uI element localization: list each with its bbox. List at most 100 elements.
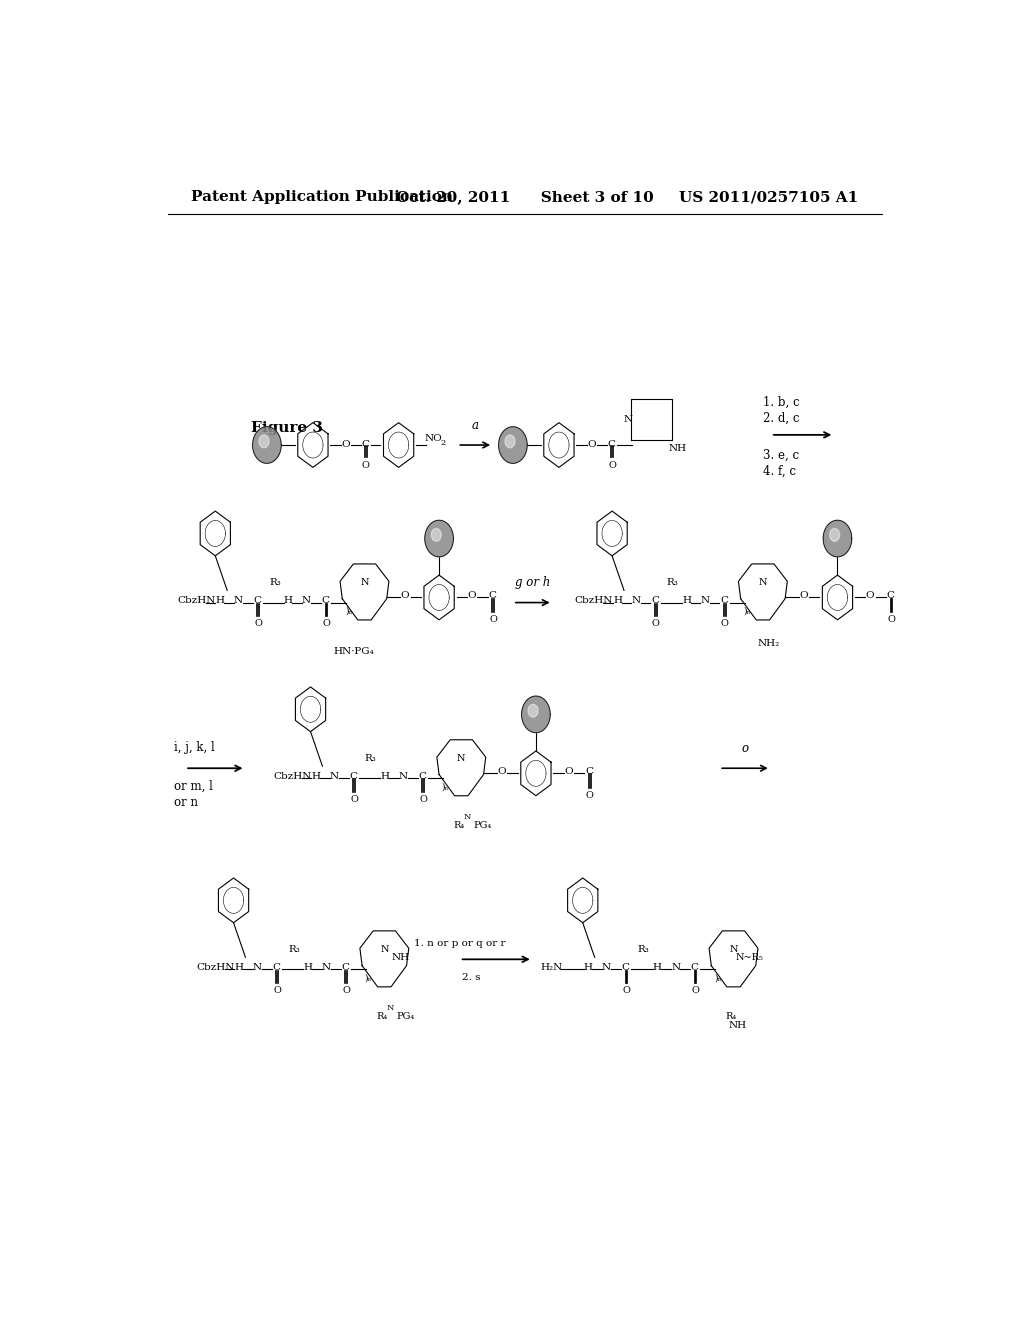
Text: C: C: [272, 964, 281, 972]
Text: R₄: R₄: [454, 821, 465, 830]
Text: C: C: [361, 440, 370, 449]
Text: H: H: [216, 597, 224, 605]
Text: 3. e, c: 3. e, c: [763, 449, 799, 462]
Text: O: O: [498, 767, 506, 776]
Text: PG₄: PG₄: [473, 821, 492, 830]
Text: O: O: [564, 767, 572, 776]
Text: NH₂: NH₂: [758, 639, 779, 648]
Polygon shape: [253, 426, 282, 463]
Text: H: H: [682, 597, 691, 605]
Text: H: H: [311, 772, 321, 781]
Text: PG₄: PG₄: [396, 1011, 415, 1020]
Text: R₄: R₄: [726, 1011, 737, 1020]
Text: C: C: [419, 772, 426, 781]
Text: C: C: [690, 964, 698, 972]
Polygon shape: [431, 528, 441, 541]
Text: N: N: [759, 578, 767, 586]
Polygon shape: [259, 436, 269, 447]
Text: 1. b, c: 1. b, c: [763, 396, 800, 409]
Text: H: H: [304, 964, 312, 972]
Text: a: a: [472, 418, 478, 432]
Text: R₃: R₃: [365, 754, 377, 763]
Text: O: O: [273, 986, 282, 995]
Polygon shape: [528, 705, 538, 717]
Text: NO: NO: [425, 434, 442, 444]
Text: N: N: [233, 597, 243, 605]
Text: O: O: [467, 591, 476, 601]
Polygon shape: [505, 436, 515, 447]
Text: C: C: [651, 597, 659, 605]
Text: O: O: [489, 615, 497, 624]
Polygon shape: [425, 520, 454, 557]
Text: N: N: [457, 754, 466, 763]
Text: or n: or n: [174, 796, 198, 809]
Text: Patent Application Publication: Patent Application Publication: [191, 190, 454, 205]
Text: O: O: [623, 986, 631, 995]
Text: )ₙ: )ₙ: [365, 973, 372, 982]
Text: O: O: [350, 795, 358, 804]
Text: R₃: R₃: [637, 945, 649, 953]
Text: C: C: [887, 591, 895, 601]
Text: N: N: [671, 964, 680, 972]
Text: H: H: [584, 964, 593, 972]
Text: O: O: [865, 591, 874, 601]
Text: N: N: [387, 1005, 394, 1012]
Text: 4. f, c: 4. f, c: [763, 465, 796, 478]
Text: 2: 2: [440, 440, 445, 447]
Text: H: H: [234, 964, 244, 972]
Text: NH: NH: [391, 953, 410, 962]
Text: O: O: [587, 440, 596, 449]
Text: N: N: [302, 597, 311, 605]
Text: O: O: [341, 440, 350, 449]
Text: O: O: [652, 619, 659, 628]
Text: O: O: [799, 591, 808, 601]
Text: HN·PG₄: HN·PG₄: [334, 647, 375, 656]
Text: N: N: [700, 597, 710, 605]
Text: NH: NH: [728, 1020, 746, 1030]
Text: )ₙ: )ₙ: [743, 606, 751, 615]
Text: g or h: g or h: [515, 577, 551, 589]
Text: H: H: [284, 597, 293, 605]
Text: R₄: R₄: [377, 1011, 388, 1020]
Text: N~R₅: N~R₅: [735, 953, 763, 962]
Text: N: N: [632, 597, 640, 605]
Text: C: C: [585, 767, 593, 776]
Polygon shape: [823, 520, 852, 557]
Text: CbzHN: CbzHN: [177, 597, 216, 605]
Text: )ₙ: )ₙ: [345, 606, 352, 615]
Text: O: O: [888, 615, 895, 624]
Polygon shape: [829, 528, 840, 541]
Text: H₂N: H₂N: [541, 964, 563, 972]
Polygon shape: [499, 426, 527, 463]
Text: CbzHN: CbzHN: [197, 964, 234, 972]
Text: C: C: [488, 591, 497, 601]
Text: H: H: [381, 772, 389, 781]
Text: Oct. 20, 2011  Sheet 3 of 10: Oct. 20, 2011 Sheet 3 of 10: [396, 190, 653, 205]
Text: N: N: [360, 578, 369, 586]
Polygon shape: [521, 696, 550, 733]
Text: CbzHN: CbzHN: [574, 597, 613, 605]
Text: N: N: [380, 945, 388, 953]
Text: N: N: [464, 813, 471, 821]
Text: O: O: [608, 461, 616, 470]
Text: C: C: [349, 772, 357, 781]
Text: N: N: [322, 964, 331, 972]
Text: C: C: [622, 964, 630, 972]
Text: )ₙ: )ₙ: [441, 781, 450, 791]
Text: N: N: [624, 414, 633, 424]
Text: R₃: R₃: [269, 578, 282, 586]
Text: Figure 3: Figure 3: [251, 421, 323, 434]
Text: R₃: R₃: [288, 945, 300, 953]
Text: O: O: [254, 619, 262, 628]
Text: O: O: [323, 619, 331, 628]
Text: NH: NH: [669, 444, 687, 453]
Text: 2. d, c: 2. d, c: [763, 412, 800, 425]
Text: O: O: [361, 461, 370, 470]
Text: N: N: [729, 945, 737, 953]
Text: or m, l: or m, l: [174, 780, 213, 793]
Text: C: C: [322, 597, 330, 605]
Text: N: N: [602, 964, 611, 972]
Text: US 2011/0257105 A1: US 2011/0257105 A1: [679, 190, 858, 205]
Text: H: H: [653, 964, 662, 972]
Text: O: O: [691, 986, 699, 995]
